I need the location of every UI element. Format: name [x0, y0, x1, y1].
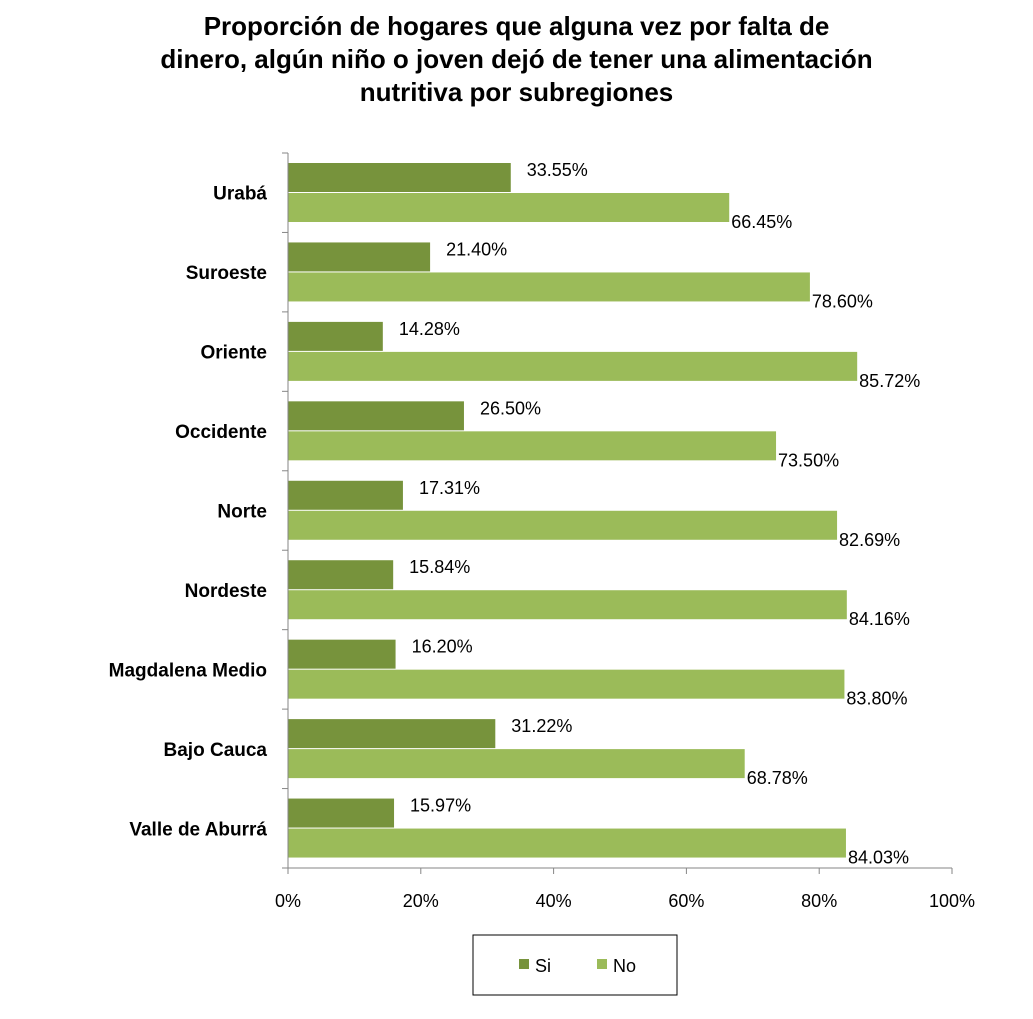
data-label-no-nordeste: 84.16% [849, 609, 910, 629]
data-labels: 33.55% 66.45% 21.40% 78.60% 14.28% 85.72% 26.5… [399, 160, 920, 868]
data-label-si-nordeste: 15.84% [409, 557, 470, 577]
bar-si-magdalena-medio [288, 639, 396, 669]
data-label-si-valle-de-aburra: 15.97% [410, 796, 471, 816]
bar-si-occidente [288, 401, 464, 431]
data-label-si-oriente: 14.28% [399, 319, 460, 339]
bars-group [288, 163, 858, 858]
bar-si-nordeste [288, 560, 394, 590]
bar-si-bajo-cauca [288, 719, 496, 749]
axes-group [287, 153, 952, 869]
category-label-bajo-cauca: Bajo Cauca [164, 740, 268, 761]
bar-no-norte [288, 510, 838, 540]
bar-no-bajo-cauca [288, 749, 745, 779]
data-label-no-suroeste: 78.60% [812, 291, 873, 311]
data-label-no-valle-de-aburra: 84.03% [848, 848, 909, 868]
bar-si-suroeste [288, 242, 431, 272]
x-ticks: 0% 20% 40% 60% 80% 100% [275, 152, 975, 911]
chart-title: Proporción de hogares que alguna vez por… [0, 10, 1033, 109]
category-labels: Urabá Suroeste Oriente Occidente Norte Nordes… [109, 184, 268, 841]
data-label-no-occidente: 73.50% [778, 450, 839, 470]
legend-swatch-no [597, 959, 607, 969]
x-tick-label: 80% [801, 891, 837, 911]
data-label-si-norte: 17.31% [419, 478, 480, 498]
bar-si-valle-de-aburra [288, 798, 395, 828]
chart-title-line: Proporción de hogares que alguna vez por… [203, 11, 830, 41]
chart-title-line: nutritiva por subregiones [359, 77, 674, 107]
bar-no-valle-de-aburra [288, 828, 846, 858]
category-label-magdalena-medio: Magdalena Medio [109, 660, 267, 681]
data-label-no-oriente: 85.72% [859, 371, 920, 391]
data-label-no-norte: 82.69% [839, 530, 900, 550]
category-label-suroeste: Suroeste [186, 263, 267, 284]
bar-si-oriente [288, 321, 383, 351]
bar-si-uraba [288, 163, 511, 192]
data-label-si-magdalena-medio: 16.20% [412, 637, 473, 657]
bar-no-oriente [288, 351, 858, 381]
data-label-si-occidente: 26.50% [480, 398, 541, 418]
chart-title-line: dinero, algún niño o joven dejó de tener… [160, 44, 873, 74]
category-label-oriente: Oriente [200, 343, 267, 364]
data-label-no-uraba: 66.45% [731, 212, 792, 232]
data-label-no-magdalena-medio: 83.80% [846, 689, 907, 709]
bar-no-occidente [288, 431, 777, 461]
x-tick-label: 60% [668, 891, 704, 911]
legend: Si No [472, 934, 678, 996]
x-tick-label: 100% [929, 891, 975, 911]
legend-box [472, 934, 678, 996]
legend-label-si: Si [535, 956, 551, 976]
x-tick-label: 40% [536, 891, 572, 911]
legend-label-no: No [613, 956, 636, 976]
bar-no-nordeste [288, 590, 847, 620]
data-label-si-uraba: 33.55% [527, 160, 588, 180]
bar-no-uraba [288, 193, 730, 222]
x-tick-label: 20% [403, 891, 439, 911]
bar-no-magdalena-medio [288, 669, 845, 699]
category-label-occidente: Occidente [175, 422, 267, 443]
bar-no-suroeste [288, 272, 810, 302]
category-label-nordeste: Nordeste [185, 581, 267, 602]
category-label-norte: Norte [217, 502, 267, 523]
category-label-uraba: Urabá [213, 184, 267, 205]
legend-swatch-si [519, 959, 529, 969]
data-label-no-bajo-cauca: 68.78% [747, 768, 808, 788]
data-label-si-suroeste: 21.40% [446, 239, 507, 259]
bar-si-norte [288, 480, 403, 510]
data-label-si-bajo-cauca: 31.22% [511, 716, 572, 736]
x-tick-label: 0% [275, 891, 301, 911]
category-label-valle-de-aburra: Valle de Aburrá [129, 819, 267, 840]
